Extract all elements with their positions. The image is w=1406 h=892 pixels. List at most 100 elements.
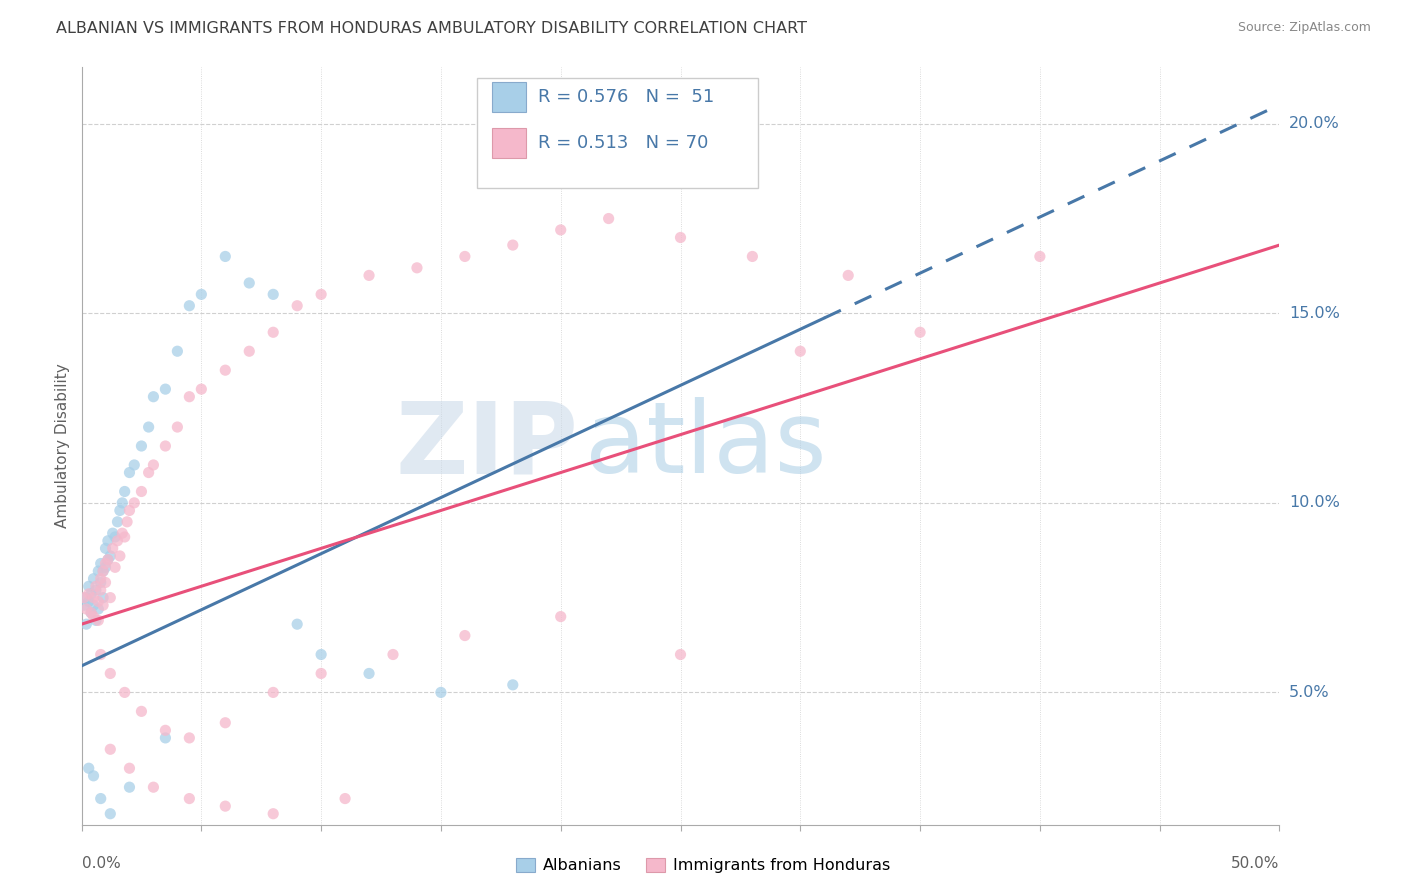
Point bbox=[84, 583, 107, 598]
Point bbox=[262, 806, 284, 821]
Point bbox=[122, 458, 145, 472]
Y-axis label: Ambulatory Disability: Ambulatory Disability bbox=[55, 364, 70, 528]
Point bbox=[91, 591, 114, 605]
Point bbox=[75, 591, 97, 605]
Point bbox=[98, 549, 121, 563]
Point bbox=[94, 541, 117, 556]
Text: 5.0%: 5.0% bbox=[1289, 685, 1330, 700]
Point bbox=[80, 606, 103, 620]
Point bbox=[285, 299, 308, 313]
FancyBboxPatch shape bbox=[477, 78, 758, 188]
Point bbox=[454, 628, 477, 642]
Point bbox=[166, 420, 188, 434]
Point bbox=[190, 287, 212, 301]
Point bbox=[309, 287, 332, 301]
Point bbox=[214, 715, 236, 730]
Point bbox=[90, 648, 112, 662]
Point bbox=[118, 503, 141, 517]
Point bbox=[91, 564, 114, 578]
Point bbox=[142, 780, 165, 795]
Point bbox=[83, 572, 105, 586]
Point bbox=[262, 287, 284, 301]
Point bbox=[98, 742, 121, 756]
Text: 20.0%: 20.0% bbox=[1289, 116, 1340, 131]
Text: 50.0%: 50.0% bbox=[1232, 855, 1279, 871]
Point bbox=[357, 268, 380, 283]
Point bbox=[90, 791, 112, 805]
Text: 10.0%: 10.0% bbox=[1289, 495, 1340, 510]
Point bbox=[91, 599, 114, 613]
Point bbox=[179, 791, 201, 805]
Point bbox=[382, 648, 405, 662]
Point bbox=[309, 648, 332, 662]
Point bbox=[837, 268, 859, 283]
Point bbox=[138, 466, 160, 480]
Point bbox=[179, 299, 201, 313]
Point bbox=[97, 552, 120, 567]
Point bbox=[97, 533, 120, 548]
Point bbox=[155, 731, 177, 745]
Point bbox=[190, 382, 212, 396]
Legend: Albanians, Immigrants from Honduras: Albanians, Immigrants from Honduras bbox=[509, 851, 897, 880]
Point bbox=[669, 648, 692, 662]
Point bbox=[669, 230, 692, 244]
Point bbox=[83, 599, 105, 613]
Point bbox=[80, 606, 103, 620]
Point bbox=[98, 666, 121, 681]
Point bbox=[598, 211, 620, 226]
Point bbox=[83, 609, 105, 624]
Point bbox=[111, 496, 134, 510]
Point bbox=[77, 579, 100, 593]
Point bbox=[179, 731, 201, 745]
Text: ZIP: ZIP bbox=[396, 398, 579, 494]
Point bbox=[115, 515, 138, 529]
Point bbox=[1029, 250, 1052, 264]
Point bbox=[741, 250, 763, 264]
Point bbox=[77, 594, 100, 608]
Point bbox=[107, 515, 129, 529]
Text: R = 0.576   N =  51: R = 0.576 N = 51 bbox=[538, 88, 714, 106]
Point bbox=[454, 250, 477, 264]
Text: 0.0%: 0.0% bbox=[82, 855, 121, 871]
Point bbox=[114, 484, 136, 499]
Point bbox=[550, 223, 572, 237]
Point bbox=[87, 594, 110, 608]
Bar bbox=[492, 128, 526, 158]
Point bbox=[155, 382, 177, 396]
Point bbox=[94, 557, 117, 571]
Point bbox=[502, 238, 524, 252]
Point bbox=[430, 685, 453, 699]
Point bbox=[179, 390, 201, 404]
Point bbox=[90, 575, 112, 590]
Point bbox=[84, 579, 107, 593]
Point bbox=[98, 591, 121, 605]
Point bbox=[357, 666, 380, 681]
Point bbox=[90, 572, 112, 586]
Point bbox=[97, 552, 120, 567]
Text: ALBANIAN VS IMMIGRANTS FROM HONDURAS AMBULATORY DISABILITY CORRELATION CHART: ALBANIAN VS IMMIGRANTS FROM HONDURAS AMB… bbox=[56, 21, 807, 36]
Point bbox=[131, 439, 153, 453]
Point bbox=[155, 439, 177, 453]
Point bbox=[131, 705, 153, 719]
Point bbox=[75, 602, 97, 616]
Point bbox=[131, 484, 153, 499]
Point bbox=[262, 685, 284, 699]
Point bbox=[111, 526, 134, 541]
Bar bbox=[492, 82, 526, 112]
Point bbox=[142, 390, 165, 404]
Point bbox=[214, 363, 236, 377]
Point bbox=[75, 617, 97, 632]
Point bbox=[104, 530, 127, 544]
Text: Source: ZipAtlas.com: Source: ZipAtlas.com bbox=[1237, 21, 1371, 34]
Point bbox=[114, 530, 136, 544]
Point bbox=[166, 344, 188, 359]
Point bbox=[114, 685, 136, 699]
Point bbox=[309, 666, 332, 681]
Point bbox=[118, 761, 141, 775]
Point bbox=[83, 591, 105, 605]
Point bbox=[502, 678, 524, 692]
Point bbox=[94, 575, 117, 590]
Point bbox=[333, 791, 356, 805]
Point bbox=[101, 526, 124, 541]
Point bbox=[108, 549, 131, 563]
